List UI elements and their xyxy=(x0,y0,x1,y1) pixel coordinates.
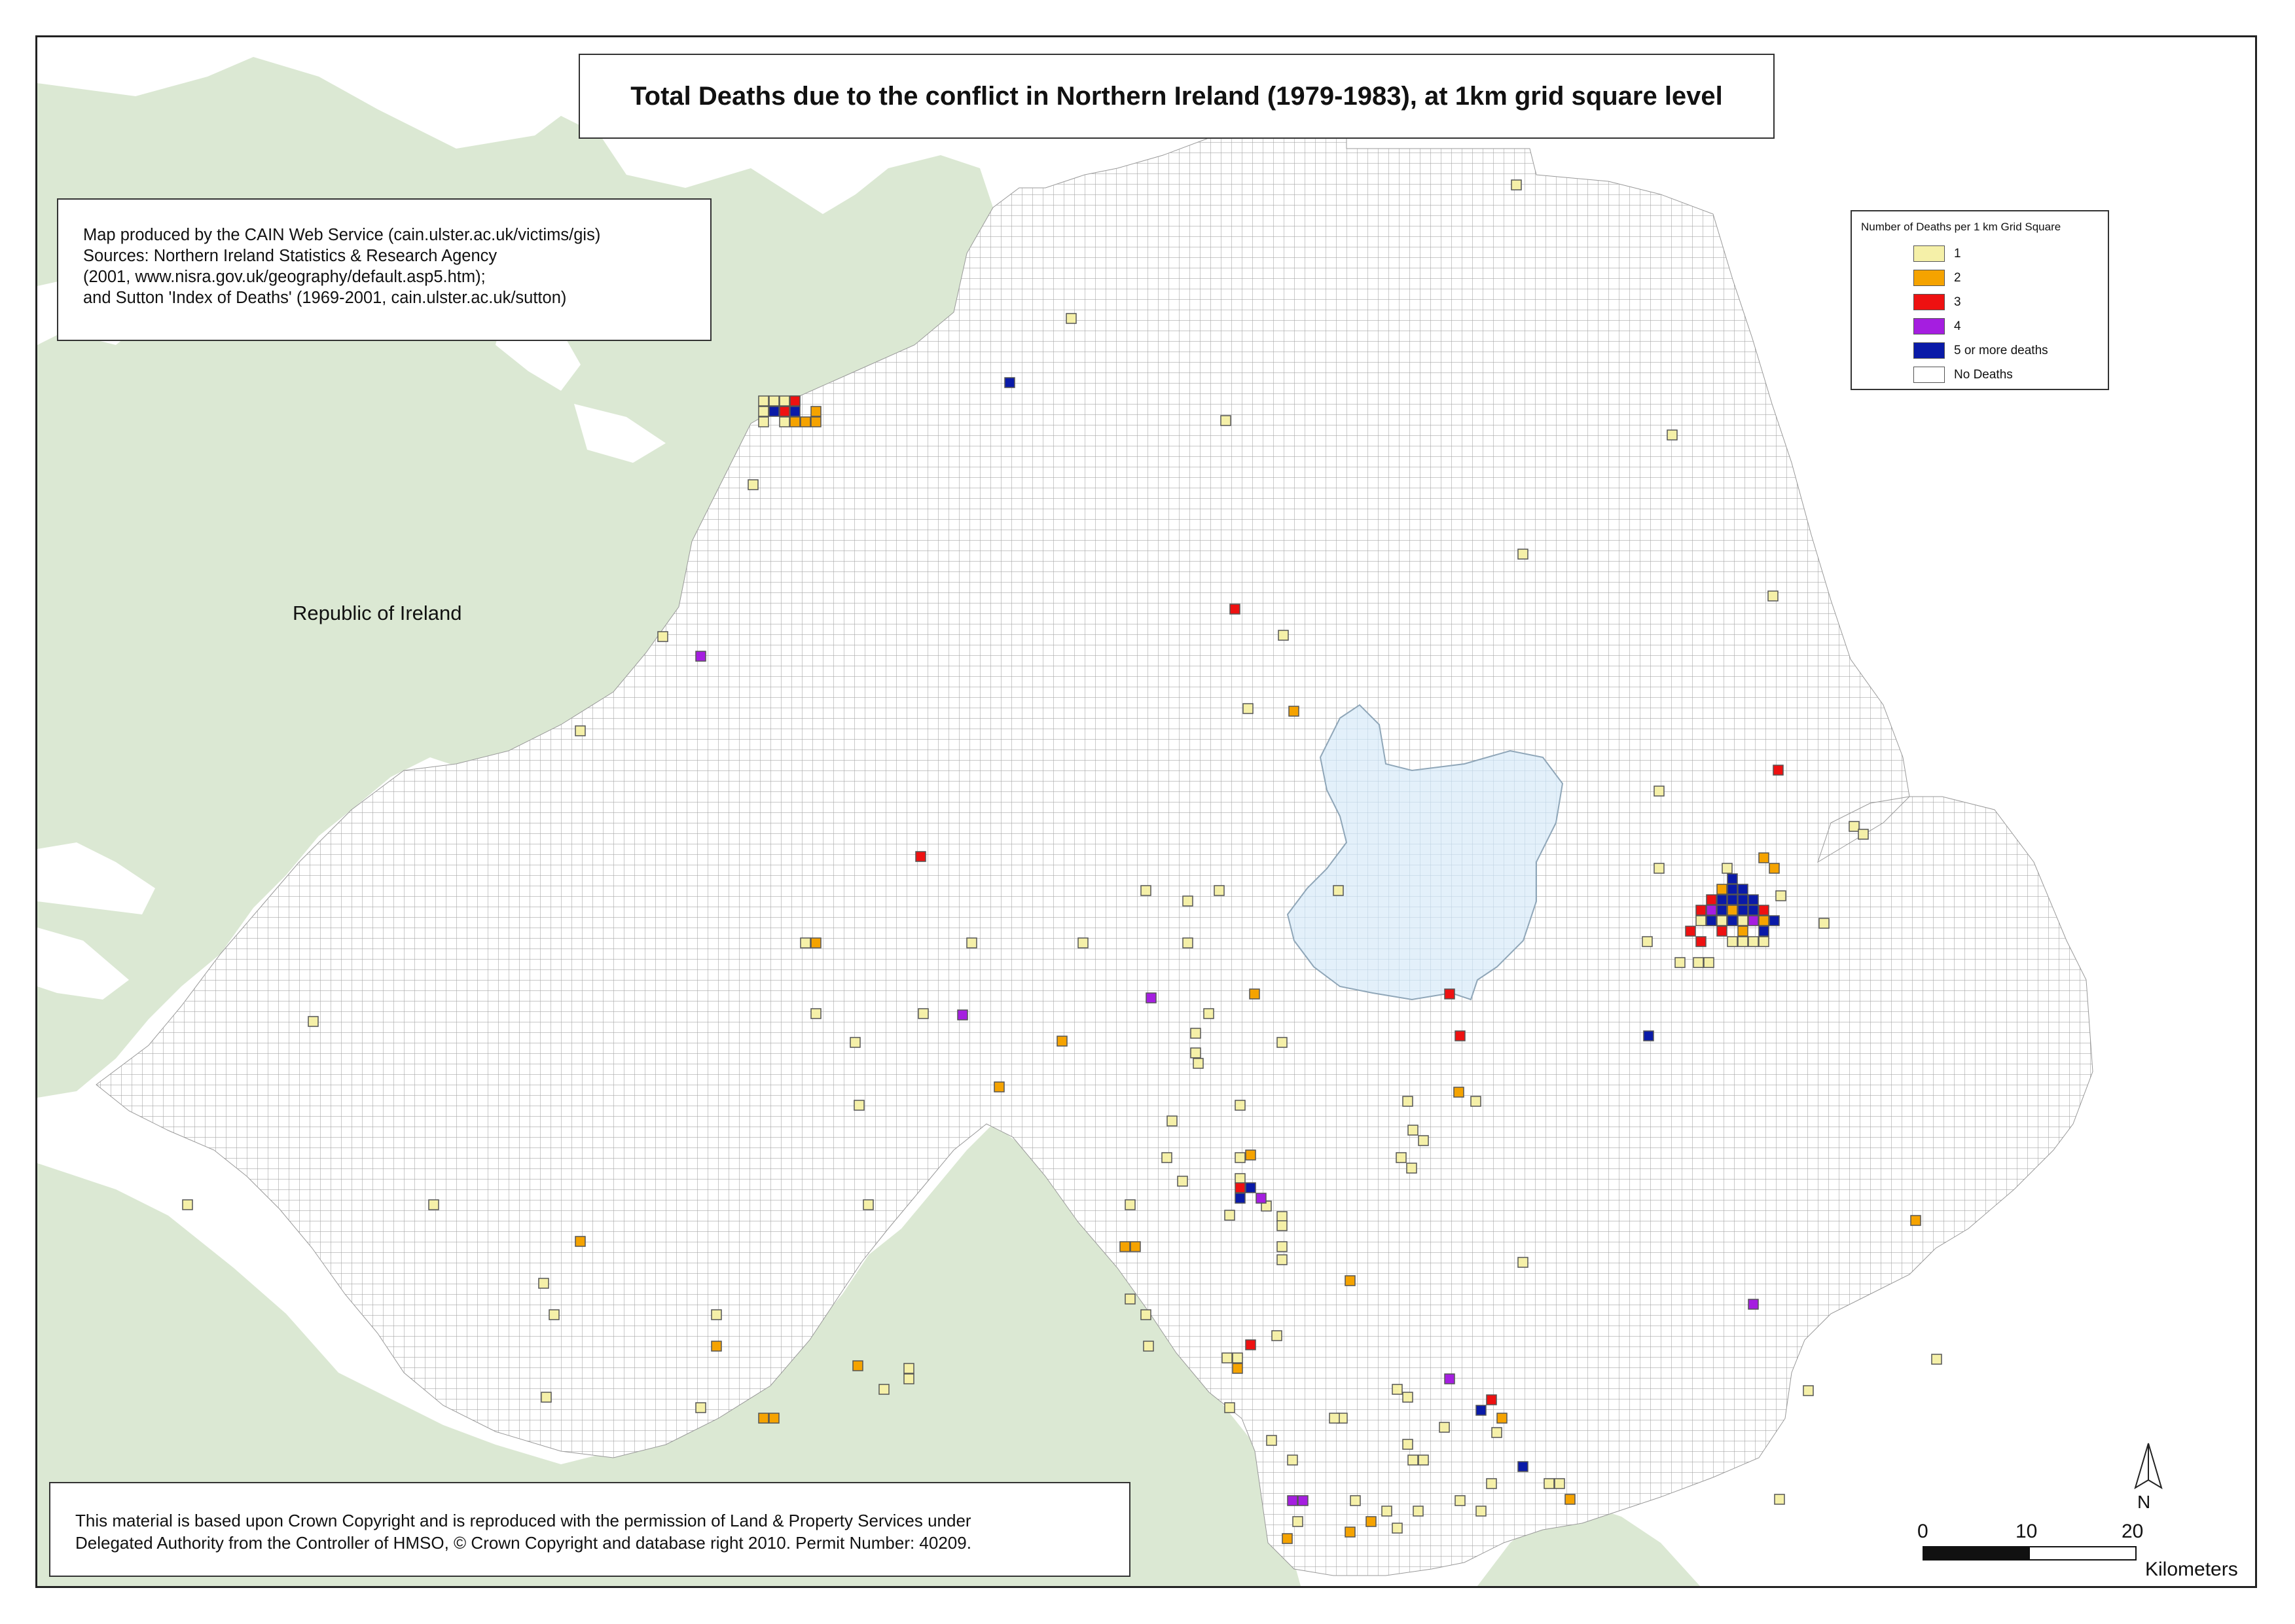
legend-item: 5 or more deaths xyxy=(1861,338,2108,363)
copyright-line: This material is based upon Crown Copyri… xyxy=(75,1511,971,1530)
legend-swatch xyxy=(1913,318,1945,334)
legend: Number of Deaths per 1 km Grid Square 1 … xyxy=(1851,210,2109,390)
ni-grid xyxy=(96,135,2093,1576)
legend-swatch xyxy=(1913,294,1945,310)
legend-swatch xyxy=(1913,342,1945,359)
legend-item: 4 xyxy=(1861,314,2108,338)
legend-swatch xyxy=(1913,367,1945,383)
legend-item: 1 xyxy=(1861,242,2108,266)
source-line: Map produced by the CAIN Web Service (ca… xyxy=(83,226,601,244)
legend-label: 4 xyxy=(1954,319,1961,333)
north-label: N xyxy=(2137,1492,2151,1512)
copyright-box: This material is based upon Crown Copyri… xyxy=(49,1482,1130,1577)
map-frame: Total Deaths due to the conflict in Nort… xyxy=(35,35,2257,1588)
scale-tick-label: 20 xyxy=(2122,1521,2144,1542)
source-line: and Sutton 'Index of Deaths' (1969-2001,… xyxy=(83,289,567,307)
legend-item: No Deaths xyxy=(1861,363,2108,387)
scale-unit: Kilometers xyxy=(2145,1559,2238,1580)
source-line: Sources: Northern Ireland Statistics & R… xyxy=(83,247,497,265)
legend-label: 3 xyxy=(1954,295,1961,309)
legend-label: No Deaths xyxy=(1954,367,2013,382)
source-box: Map produced by the CAIN Web Service (ca… xyxy=(57,198,712,341)
map-canvas[interactable] xyxy=(37,37,2255,1586)
scale-bar xyxy=(1923,1546,2137,1561)
legend-swatch xyxy=(1913,270,1945,286)
legend-item: 3 xyxy=(1861,290,2108,314)
legend-title: Number of Deaths per 1 km Grid Square xyxy=(1861,221,2061,233)
source-line: (2001, www.nisra.gov.uk/geography/defaul… xyxy=(83,268,486,286)
scale-tick-label: 0 xyxy=(1917,1521,1928,1542)
legend-swatch xyxy=(1913,245,1945,262)
legend-label: 1 xyxy=(1954,246,1961,261)
region-label-roi: Republic of Ireland xyxy=(293,602,462,624)
lough-neagh xyxy=(1286,704,1564,1001)
legend-label: 5 or more deaths xyxy=(1954,343,2048,357)
legend-label: 2 xyxy=(1954,270,1961,285)
scale-tick-label: 10 xyxy=(2015,1521,2038,1542)
death-squares xyxy=(182,179,1942,1544)
legend-item: 2 xyxy=(1861,266,2108,290)
copyright-line: Delegated Authority from the Controller … xyxy=(75,1533,971,1553)
title-box: Total Deaths due to the conflict in Nort… xyxy=(579,54,1775,139)
north-arrow-icon xyxy=(2134,1443,2163,1490)
map-title: Total Deaths due to the conflict in Nort… xyxy=(630,81,1723,111)
roi-land-south xyxy=(37,1124,1301,1586)
roi-land-southeast xyxy=(1477,1504,1700,1586)
